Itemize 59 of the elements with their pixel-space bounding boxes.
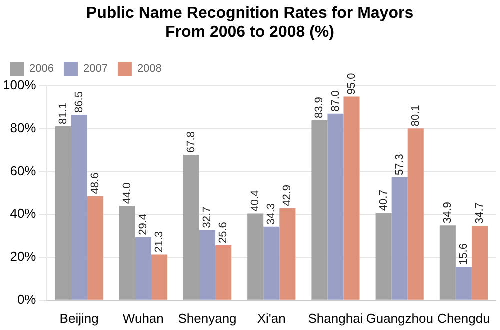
bar: [312, 120, 328, 300]
data-label: 34.9: [442, 202, 454, 224]
bar: [200, 230, 216, 300]
x-tick-label: Beijing: [60, 310, 99, 326]
bar: [87, 196, 104, 300]
data-label: 81.1: [57, 103, 70, 125]
x-tick-label: Xi'an: [257, 310, 286, 326]
legend-label: 2007: [83, 63, 108, 76]
bar: [135, 237, 152, 300]
bar: [440, 226, 456, 300]
y-tick-label: 60%: [10, 163, 37, 178]
bar: [151, 254, 168, 300]
legend-label: 2006: [30, 63, 54, 76]
x-tick-label: Shanghai: [308, 310, 364, 326]
data-label: 15.6: [458, 244, 470, 265]
bar: [55, 126, 72, 300]
chart-title: Public Name Recognition Rates for Mayors From 2006 to 2008 (%): [85, 4, 415, 43]
legend-label: 2008: [137, 63, 162, 76]
bar: [119, 206, 136, 300]
data-label: 86.5: [73, 92, 86, 113]
bar: [456, 266, 472, 300]
bar: [216, 246, 232, 300]
y-tick-label: 20%: [10, 249, 37, 264]
y-tick-label: 0%: [17, 292, 37, 307]
data-label: 67.8: [186, 132, 198, 154]
data-label: 25.6: [218, 222, 230, 244]
y-tick-label: 80%: [10, 120, 37, 136]
data-label: 48.6: [89, 172, 102, 194]
data-label: 44.0: [121, 182, 134, 204]
bar: [408, 128, 424, 300]
y-tick-label: 40%: [10, 206, 37, 222]
data-label: 57.3: [394, 154, 406, 176]
x-tick-label: Chengdu: [438, 310, 490, 326]
bar: [280, 208, 296, 300]
bar: [376, 213, 392, 300]
bar: [392, 178, 408, 300]
bar: [344, 96, 360, 300]
data-label: 40.7: [378, 190, 390, 212]
bar: [183, 155, 200, 300]
data-label: 40.4: [250, 190, 262, 212]
x-tick-label: Guangzhou: [366, 310, 434, 326]
x-tick-label: Wuhan: [122, 310, 164, 326]
bar: [264, 226, 280, 300]
x-tick-label: Shenyang: [178, 310, 237, 326]
data-label: 83.9: [314, 97, 326, 119]
bar: [472, 226, 488, 300]
data-label: 29.4: [137, 214, 150, 236]
data-label: 87.0: [330, 90, 342, 112]
y-tick-label: 100%: [3, 78, 37, 93]
data-label: 21.3: [153, 231, 166, 253]
bar: [71, 114, 88, 300]
data-label: 34.3: [266, 203, 278, 225]
data-label: 80.1: [410, 105, 422, 127]
data-label: 34.7: [474, 202, 486, 224]
bar: [328, 114, 344, 300]
bar: [248, 214, 264, 300]
data-label: 42.9: [282, 185, 294, 206]
data-label: 32.7: [202, 206, 214, 228]
data-label: 95.0: [346, 73, 358, 95]
